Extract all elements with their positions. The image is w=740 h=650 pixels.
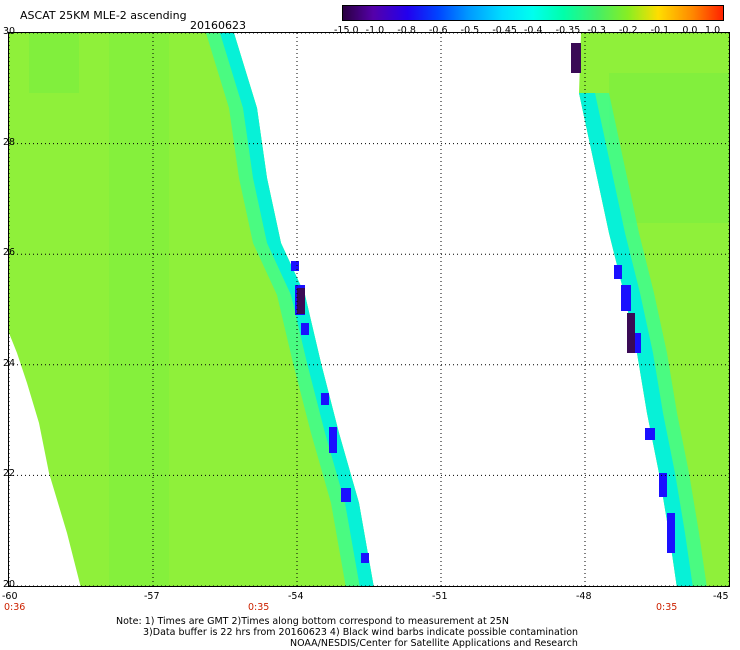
product-date: 20160623 <box>190 19 246 32</box>
color-scale-tick-label: -15.0 <box>334 25 359 36</box>
contamination-pixel <box>329 427 337 453</box>
longitude-label: -60 <box>2 591 18 602</box>
color-scale-tick-label: -0.5 <box>460 25 480 36</box>
wind-map <box>8 32 730 587</box>
note-line-1: Note: 1) Times are GMT 2)Times along bot… <box>116 616 509 627</box>
color-scale-tick-label: -0.1 <box>650 25 670 36</box>
contamination-pixel <box>621 285 631 311</box>
color-scale-tick-label: -0.45 <box>492 25 517 36</box>
color-scale-tick-label: -0.6 <box>429 25 448 36</box>
pass-time-label: 0:35 <box>248 602 270 613</box>
longitude-label: -48 <box>576 591 592 602</box>
swath-shading <box>29 33 79 93</box>
longitude-label: -45 <box>713 591 729 602</box>
color-scale-tick-label: -0.8 <box>397 25 416 36</box>
color-scale-tick-label: -0.35 <box>555 25 581 36</box>
contamination-pixel <box>341 488 351 502</box>
contamination-pixel <box>627 313 635 353</box>
contamination-pixel <box>291 261 299 271</box>
latitude-label: 28 <box>3 136 16 148</box>
latitude-label: 24 <box>3 357 16 369</box>
contamination-pixel <box>301 323 309 335</box>
contamination-pixel <box>321 393 329 405</box>
latitude-label: 20 <box>3 579 16 590</box>
contamination-pixel <box>361 553 369 563</box>
latitude-label: 26 <box>3 247 16 259</box>
longitude-label: -51 <box>432 591 448 602</box>
color-scale-tick-label: -0.3 <box>587 25 606 36</box>
contamination-pixel <box>297 288 305 314</box>
left-swath <box>9 33 374 586</box>
contamination-pixel <box>667 513 675 553</box>
map-canvas <box>9 33 729 586</box>
color-scale-bar <box>342 5 724 21</box>
longitude-label: -57 <box>144 591 160 602</box>
note-line-2: 3)Data buffer is 22 hrs from 20160623 4)… <box>143 627 579 638</box>
color-scale-tick-label: -0.4 <box>524 25 543 36</box>
contamination-pixel <box>631 333 641 353</box>
latitude-label: 22 <box>3 468 16 480</box>
color-scale-tick-label: -1.0 <box>365 25 385 36</box>
pass-time-label: 0:35 <box>656 602 678 613</box>
contamination-pixel <box>614 265 622 279</box>
color-scale-tick-label: 1.0 <box>705 25 721 36</box>
latitude-label: 30 <box>3 26 16 37</box>
contamination-pixel <box>659 473 667 497</box>
color-scale-tick-label: 0.0 <box>682 25 698 36</box>
note-line-3: NOAA/NESDIS/Center for Satellite Applica… <box>290 638 578 649</box>
swath-shading <box>109 33 169 586</box>
pass-time-label: 0:36 <box>4 602 26 613</box>
product-title: ASCAT 25KM MLE-2 ascending <box>20 9 187 22</box>
contamination-pixel <box>645 428 655 440</box>
color-scale-tick-label: -0.2 <box>619 25 638 36</box>
contamination-pixel <box>571 43 581 73</box>
longitude-label: -54 <box>288 591 304 602</box>
